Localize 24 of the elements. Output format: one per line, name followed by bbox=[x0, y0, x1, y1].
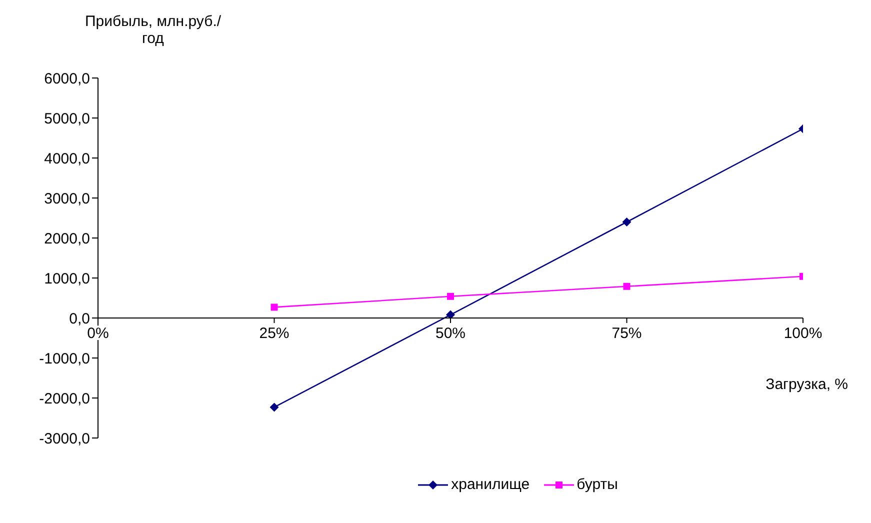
y-tick-label: -1000,0 bbox=[39, 350, 90, 368]
x-tick-label: 25% bbox=[259, 325, 290, 342]
legend-label: хранилище bbox=[451, 476, 530, 493]
y-tick-label: 2000,0 bbox=[44, 230, 90, 248]
x-tick-label: 100% bbox=[784, 325, 822, 342]
point bbox=[622, 218, 632, 226]
x-tick-label: 75% bbox=[612, 325, 642, 342]
point bbox=[623, 282, 630, 290]
y-axis-title: Прибыль, млн.руб./год bbox=[84, 13, 222, 47]
y-tick-label: 6000,0 bbox=[44, 70, 90, 88]
legend-label: бурты bbox=[576, 476, 618, 493]
y-tick-label: 4000,0 bbox=[44, 150, 90, 168]
y-tick-label: -2000,0 bbox=[39, 390, 90, 408]
point bbox=[447, 292, 454, 300]
x-tick-label: 50% bbox=[435, 325, 466, 342]
y-tick-label: 0,0 bbox=[69, 310, 90, 328]
y-tick-label: -3000,0 bbox=[39, 430, 90, 448]
point bbox=[446, 310, 455, 320]
y-tick-label: 5000,0 bbox=[44, 110, 90, 128]
point bbox=[270, 304, 278, 311]
point bbox=[270, 402, 279, 412]
y-tick-label: 3000,0 bbox=[44, 190, 90, 208]
y-tick-label: 1000,0 bbox=[44, 270, 90, 288]
x-axis-title: Загрузка, % bbox=[766, 376, 848, 393]
